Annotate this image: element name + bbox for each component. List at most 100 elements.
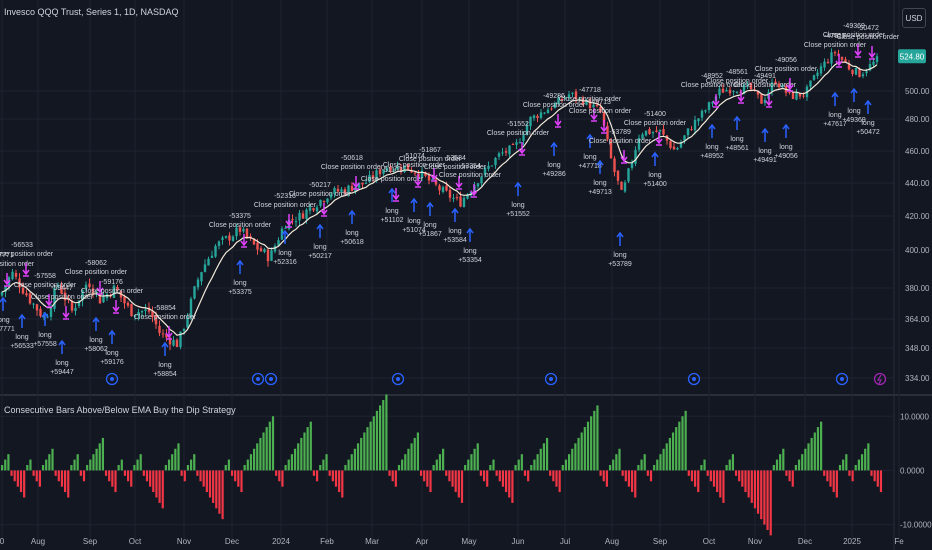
histogram-bar bbox=[45, 459, 48, 471]
candle-body bbox=[140, 310, 144, 313]
histogram-bar bbox=[498, 470, 501, 482]
histogram-bar bbox=[174, 448, 177, 471]
histogram-bar bbox=[183, 470, 186, 482]
histogram-bar bbox=[734, 470, 738, 476]
time-tick-label: Oct bbox=[703, 537, 716, 546]
flash-event-icon[interactable] bbox=[873, 372, 887, 386]
currency-button[interactable]: USD bbox=[902, 8, 926, 28]
exit-label: Close position order bbox=[0, 261, 35, 268]
dividend-event-icon[interactable] bbox=[544, 372, 558, 386]
histogram-bar bbox=[731, 454, 734, 471]
entry-id-label: +58854 bbox=[153, 371, 177, 378]
exit-label: Close position order bbox=[755, 66, 818, 73]
candle-body bbox=[179, 331, 182, 347]
histogram-bar bbox=[64, 470, 67, 493]
candle-body bbox=[81, 289, 84, 301]
histogram-bar bbox=[303, 432, 306, 471]
histogram-bar bbox=[864, 448, 867, 471]
candle-body bbox=[406, 163, 410, 171]
exit-arrow-head bbox=[835, 60, 843, 67]
histogram-bar bbox=[750, 470, 753, 503]
histogram-bar bbox=[643, 454, 646, 471]
histogram-bar bbox=[599, 470, 602, 476]
dividend-event-icon[interactable] bbox=[264, 372, 278, 386]
histogram-bar bbox=[703, 459, 706, 471]
histogram-bar bbox=[363, 432, 366, 471]
entry-label: long bbox=[105, 350, 118, 357]
candle-body bbox=[872, 61, 875, 65]
candle-body bbox=[322, 201, 326, 203]
exit-arrow-head bbox=[240, 240, 248, 247]
entry-id-label: +57771 bbox=[0, 326, 15, 333]
histogram-bar bbox=[300, 437, 303, 471]
histogram-bar bbox=[832, 470, 835, 493]
histogram-bar bbox=[230, 470, 234, 476]
exit-label: Close position order bbox=[439, 172, 502, 179]
exit-arrow-head bbox=[165, 332, 173, 339]
exit-label: Close position order bbox=[65, 269, 128, 276]
histogram-bar bbox=[127, 470, 130, 482]
histogram-bar bbox=[54, 470, 57, 476]
entry-id-label: +48952 bbox=[700, 153, 724, 160]
histogram-bar bbox=[634, 470, 637, 498]
histogram-bar bbox=[331, 470, 334, 482]
histogram-bar bbox=[826, 470, 829, 482]
histogram-bar bbox=[1, 465, 4, 471]
dividend-event-dot bbox=[549, 377, 553, 381]
histogram-bar bbox=[262, 432, 265, 471]
candle-body bbox=[518, 142, 522, 144]
candle-body bbox=[795, 92, 798, 100]
dividend-event-dot bbox=[692, 377, 696, 381]
candle-body bbox=[350, 185, 354, 192]
entry-id-label: +49056 bbox=[774, 153, 798, 160]
histogram-bar bbox=[410, 443, 413, 471]
time-tick-label: Sep bbox=[83, 537, 98, 546]
candle-body bbox=[413, 172, 417, 174]
exit-id-label: -58062 bbox=[85, 260, 107, 267]
dividend-event-icon[interactable] bbox=[835, 372, 849, 386]
histogram-bar bbox=[221, 470, 224, 520]
candle-body bbox=[326, 198, 329, 203]
histogram-bar bbox=[460, 470, 464, 503]
histogram-bar bbox=[571, 448, 574, 471]
histogram-bar bbox=[876, 470, 879, 487]
histogram-bar bbox=[114, 470, 117, 493]
histogram-bar bbox=[23, 470, 26, 498]
histogram-bar bbox=[284, 465, 287, 471]
candle-body bbox=[543, 112, 546, 114]
event-icons[interactable] bbox=[105, 372, 887, 386]
histogram-bar bbox=[139, 454, 142, 471]
ema-line bbox=[1, 61, 878, 336]
price-tick-label: 334.00 bbox=[905, 374, 930, 383]
histogram-bar bbox=[728, 459, 731, 471]
histogram-bar bbox=[738, 470, 741, 482]
histogram-bar bbox=[470, 454, 473, 471]
candle-body bbox=[760, 93, 763, 104]
flash-glyph bbox=[876, 374, 882, 385]
histogram-bar bbox=[293, 448, 297, 471]
indicator-tick-label: 10.0000 bbox=[900, 412, 929, 421]
histogram-bar bbox=[48, 454, 51, 471]
dividend-event-icon[interactable] bbox=[687, 372, 701, 386]
dividend-event-icon[interactable] bbox=[391, 372, 405, 386]
histogram-bar bbox=[67, 470, 70, 498]
histogram-bar bbox=[709, 470, 712, 482]
histogram-bar bbox=[240, 470, 243, 493]
histogram-bar bbox=[769, 470, 772, 536]
histogram-bar bbox=[401, 459, 404, 471]
candle-body bbox=[25, 293, 28, 296]
entry-id-label: +59447 bbox=[50, 369, 74, 376]
exit-id-label: -50618 bbox=[341, 155, 363, 162]
dividend-event-icon[interactable] bbox=[251, 372, 265, 386]
candle-body bbox=[483, 167, 487, 176]
candle-body bbox=[186, 316, 189, 328]
exit-id-label: -51074 bbox=[403, 153, 425, 160]
histogram-bar bbox=[334, 470, 338, 487]
candle-body bbox=[746, 84, 749, 86]
entry-id-label: +49491 bbox=[753, 157, 777, 164]
candle-body bbox=[266, 249, 270, 262]
dividend-event-icon[interactable] bbox=[105, 372, 119, 386]
histogram-bar bbox=[312, 470, 316, 476]
candle-body bbox=[648, 129, 651, 134]
